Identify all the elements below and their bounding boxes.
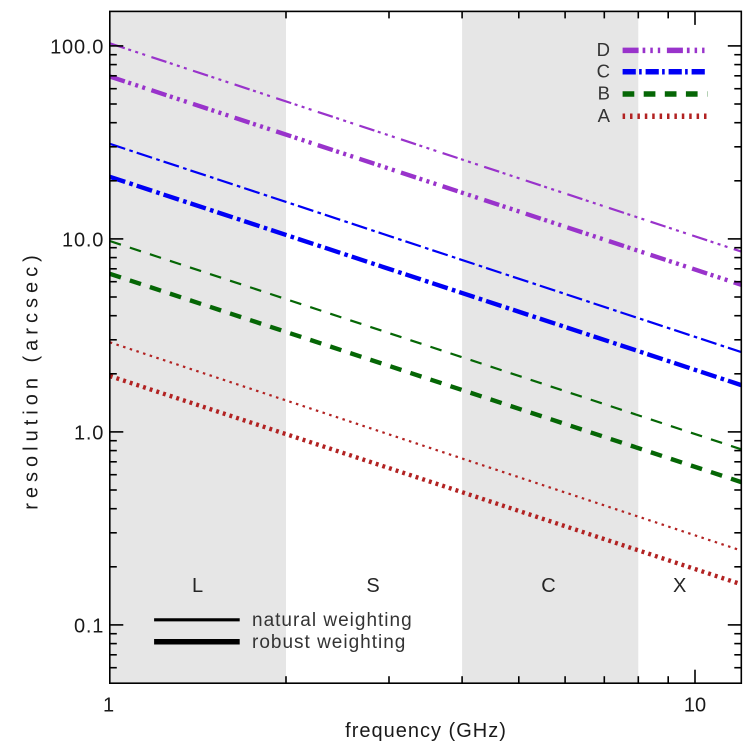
svg-text:A: A bbox=[598, 105, 611, 126]
svg-text:X: X bbox=[673, 575, 686, 597]
svg-text:natural weighting: natural weighting bbox=[252, 610, 413, 631]
svg-text:D: D bbox=[597, 39, 610, 60]
svg-text:S: S bbox=[366, 575, 379, 597]
svg-text:1: 1 bbox=[103, 695, 114, 717]
svg-text:C: C bbox=[541, 575, 555, 597]
svg-text:B: B bbox=[598, 83, 610, 104]
svg-text:0.1: 0.1 bbox=[74, 616, 104, 638]
svg-text:C: C bbox=[597, 61, 610, 82]
svg-text:resolution (arcsec): resolution (arcsec) bbox=[21, 250, 43, 510]
svg-text:robust weighting: robust weighting bbox=[252, 632, 406, 653]
svg-text:frequency (GHz): frequency (GHz) bbox=[345, 720, 507, 742]
svg-text:10.0: 10.0 bbox=[62, 230, 104, 252]
svg-text:1.0: 1.0 bbox=[74, 423, 104, 445]
svg-text:10: 10 bbox=[684, 695, 706, 717]
svg-text:100.0: 100.0 bbox=[50, 37, 104, 59]
svg-text:L: L bbox=[192, 575, 203, 597]
